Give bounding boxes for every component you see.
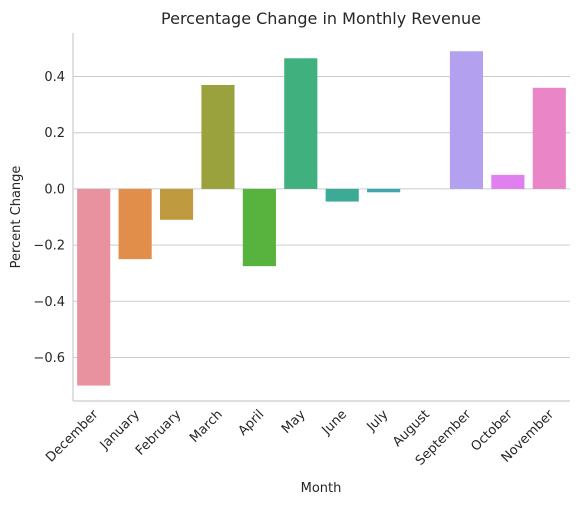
bar-november <box>532 87 566 189</box>
x-tick-label: June <box>319 407 350 438</box>
x-tick-label: March <box>187 407 226 446</box>
x-tick-label: February <box>133 407 185 459</box>
bar-march <box>201 84 235 189</box>
bar-july <box>367 188 401 193</box>
y-tick-label: 0.0 <box>44 182 65 197</box>
bar-september <box>449 51 484 189</box>
x-tick-label: July <box>364 407 392 435</box>
bar-december <box>77 188 111 386</box>
bar-january <box>118 188 152 260</box>
bar-february <box>159 188 194 220</box>
y-tick-label: −0.4 <box>33 295 65 310</box>
bar-april <box>242 188 276 267</box>
x-axis-label: Month <box>301 481 342 496</box>
y-tick-labels: −0.6 −0.4 −0.2 0.0 0.2 0.4 <box>33 70 65 366</box>
y-tick-label: −0.6 <box>33 351 65 366</box>
x-tick-label: December <box>43 407 102 466</box>
chart-title: Percentage Change in Monthly Revenue <box>161 9 481 28</box>
x-tick-label: May <box>279 407 309 437</box>
bars <box>77 51 566 386</box>
bar-may <box>284 58 318 189</box>
y-tick-label: 0.4 <box>44 70 65 85</box>
bar-june <box>325 188 359 202</box>
grid-lines <box>73 76 570 358</box>
x-tick-label: April <box>236 407 268 439</box>
y-axis-label: Percent Change <box>9 166 24 269</box>
bar-october <box>491 174 525 189</box>
y-tick-label: 0.2 <box>44 126 65 141</box>
y-tick-label: −0.2 <box>33 239 65 254</box>
